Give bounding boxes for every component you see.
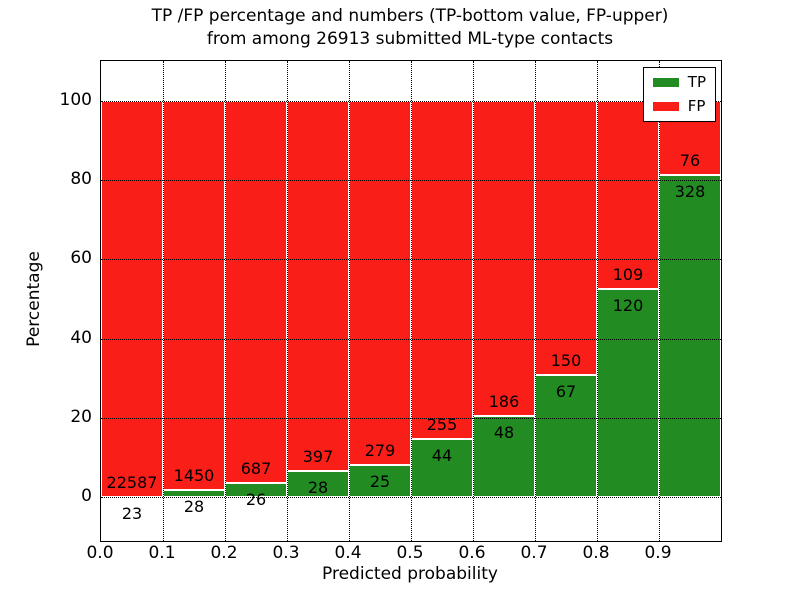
tp-count-label: 25: [369, 471, 391, 491]
gridline-horizontal: [101, 180, 721, 181]
y-tick-label: 80: [70, 169, 92, 189]
gridline-horizontal: [101, 100, 721, 102]
legend-swatch-tp: [652, 78, 679, 87]
tp-count-label: 28: [307, 478, 329, 498]
tp-count-label: 328: [674, 182, 706, 202]
bar-tp-segment: [473, 415, 535, 498]
x-tick-label: 0.6: [458, 543, 486, 563]
fp-count-label: 397: [302, 447, 334, 467]
tp-count-label: 28: [183, 496, 205, 516]
legend-entry: FP: [652, 97, 706, 115]
fp-count-label: 279: [364, 440, 396, 460]
x-tick-label: 0.7: [520, 543, 548, 563]
x-tick-label: 0.4: [334, 543, 362, 563]
gridline-vertical: [163, 61, 164, 541]
bar-tp-segment: [597, 289, 659, 498]
x-tick-label: 0.9: [644, 543, 672, 563]
x-tick-label: 0.1: [148, 543, 176, 563]
bar-tp-segment: [287, 471, 349, 498]
fp-count-label: 255: [426, 414, 458, 434]
tp-count-label: 120: [612, 296, 644, 316]
gridline-vertical: [473, 61, 474, 541]
legend-label: TP: [687, 73, 706, 91]
bar-labels-layer: 22587 23 1450 28 687 26 397 28 279 25 255 44 186 48 15…: [101, 61, 721, 541]
gridline-horizontal: [101, 338, 721, 340]
y-tick-label: 40: [70, 327, 92, 348]
tp-count-label: 48: [493, 422, 515, 442]
bar-fp-segment: [163, 100, 225, 490]
legend-label: FP: [687, 97, 706, 115]
fp-count-label: 150: [550, 350, 582, 370]
gridline-vertical: [349, 61, 350, 541]
tp-count-label: 23: [121, 503, 143, 523]
gridline-vertical: [597, 61, 598, 541]
gridline-vertical: [535, 61, 536, 541]
legend-swatch-fp: [652, 102, 679, 111]
x-tick-label: 0.3: [272, 543, 300, 563]
gridline-horizontal: [101, 497, 721, 499]
legend: TP FP: [642, 67, 716, 122]
tp-count-label: 26: [245, 489, 267, 509]
y-tick-label: 20: [70, 407, 92, 428]
fp-count-label: 76: [679, 151, 701, 171]
y-tick-label: 100: [59, 89, 92, 110]
bar-fp-segment: [535, 100, 597, 375]
y-axis-label: Percentage: [24, 251, 44, 347]
bar-tp-segment: [349, 464, 411, 498]
tp-count-label: 44: [431, 445, 453, 465]
legend-entry: TP: [652, 73, 706, 91]
y-tick-label: 60: [70, 248, 92, 269]
plot-area: 22587 23 1450 28 687 26 397 28 279 25 255 44 186 48 15…: [100, 60, 722, 542]
gridline-horizontal: [101, 418, 721, 420]
x-axis-label: Predicted probability: [322, 564, 498, 584]
tp-count-label: 67: [555, 381, 577, 401]
fp-count-label: 109: [612, 265, 644, 285]
x-tick-label: 0.0: [86, 543, 114, 563]
gridline-vertical: [659, 61, 660, 541]
x-tick-label: 0.8: [582, 543, 610, 563]
grid-layer: [101, 61, 721, 541]
gridline-vertical: [411, 61, 412, 541]
x-tick-label: 0.2: [210, 543, 238, 563]
fp-count-label: 186: [488, 391, 520, 411]
gridline-vertical: [287, 61, 288, 541]
chart-title: TP /FP percentage and numbers (TP-bottom…: [151, 6, 669, 49]
gridline-horizontal: [101, 259, 721, 261]
x-tick-label: 0.5: [396, 543, 424, 563]
bar-fp-segment: [225, 100, 287, 483]
fp-count-label: 1450: [173, 465, 215, 485]
bars-layer: [101, 61, 721, 541]
fp-count-label: 687: [240, 458, 272, 478]
bar-tp-segment: [659, 175, 721, 498]
gridline-vertical: [225, 61, 226, 541]
bar-fp-segment: [287, 100, 349, 472]
y-tick-label: 0: [81, 486, 92, 507]
fp-count-label: 22587: [106, 472, 158, 492]
bar-fp-segment: [101, 100, 163, 497]
bar-tp-segment: [535, 374, 597, 498]
